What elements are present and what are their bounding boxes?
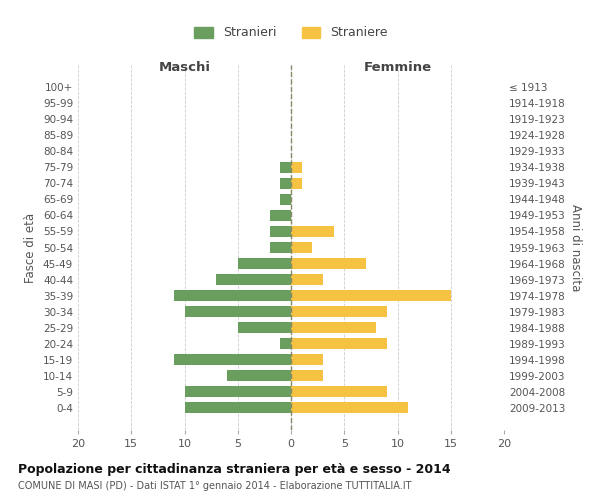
Bar xyxy=(291,370,323,382)
Bar xyxy=(291,322,376,334)
Bar xyxy=(238,258,291,269)
Bar xyxy=(270,242,291,253)
Bar xyxy=(291,402,408,413)
Bar xyxy=(270,210,291,221)
Bar xyxy=(291,386,387,398)
Bar xyxy=(291,242,313,253)
Bar xyxy=(185,306,291,317)
Y-axis label: Fasce di età: Fasce di età xyxy=(25,212,37,282)
Bar xyxy=(174,290,291,301)
Text: Femmine: Femmine xyxy=(364,62,431,74)
Bar xyxy=(280,338,291,349)
Legend: Stranieri, Straniere: Stranieri, Straniere xyxy=(188,20,394,46)
Text: Popolazione per cittadinanza straniera per età e sesso - 2014: Popolazione per cittadinanza straniera p… xyxy=(18,462,451,475)
Bar xyxy=(280,162,291,173)
Bar xyxy=(291,274,323,285)
Bar xyxy=(270,226,291,237)
Bar xyxy=(238,322,291,334)
Text: Maschi: Maschi xyxy=(158,62,211,74)
Bar xyxy=(185,402,291,413)
Bar xyxy=(291,338,387,349)
Text: COMUNE DI MASI (PD) - Dati ISTAT 1° gennaio 2014 - Elaborazione TUTTITALIA.IT: COMUNE DI MASI (PD) - Dati ISTAT 1° genn… xyxy=(18,481,412,491)
Bar xyxy=(291,354,323,366)
Bar xyxy=(174,354,291,366)
Y-axis label: Anni di nascita: Anni di nascita xyxy=(569,204,582,291)
Bar xyxy=(291,306,387,317)
Bar xyxy=(291,290,451,301)
Bar xyxy=(280,194,291,205)
Bar xyxy=(185,386,291,398)
Bar xyxy=(217,274,291,285)
Bar xyxy=(291,162,302,173)
Bar xyxy=(227,370,291,382)
Bar xyxy=(291,178,302,189)
Bar xyxy=(291,258,365,269)
Bar xyxy=(280,178,291,189)
Bar xyxy=(291,226,334,237)
